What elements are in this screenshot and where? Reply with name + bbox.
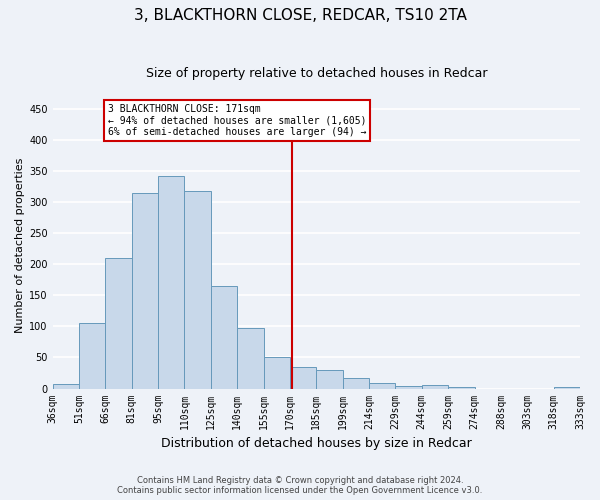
Bar: [184, 191, 211, 388]
Text: 3, BLACKTHORN CLOSE, REDCAR, TS10 2TA: 3, BLACKTHORN CLOSE, REDCAR, TS10 2TA: [134, 8, 466, 22]
Bar: [422, 385, 448, 388]
Bar: [448, 386, 475, 388]
X-axis label: Distribution of detached houses by size in Redcar: Distribution of detached houses by size …: [161, 437, 472, 450]
Bar: [79, 324, 106, 388]
Text: 3 BLACKTHORN CLOSE: 171sqm
← 94% of detached houses are smaller (1,605)
6% of se: 3 BLACKTHORN CLOSE: 171sqm ← 94% of deta…: [108, 104, 367, 137]
Bar: [554, 386, 580, 388]
Y-axis label: Number of detached properties: Number of detached properties: [15, 158, 25, 333]
Bar: [132, 192, 158, 388]
Text: Contains HM Land Registry data © Crown copyright and database right 2024.
Contai: Contains HM Land Registry data © Crown c…: [118, 476, 482, 495]
Bar: [211, 286, 237, 388]
Bar: [395, 386, 422, 388]
Bar: [237, 328, 263, 388]
Bar: [343, 378, 369, 388]
Bar: [290, 367, 316, 388]
Bar: [263, 358, 290, 388]
Bar: [53, 384, 79, 388]
Title: Size of property relative to detached houses in Redcar: Size of property relative to detached ho…: [146, 68, 487, 80]
Bar: [106, 258, 132, 388]
Bar: [316, 370, 343, 388]
Bar: [158, 176, 184, 388]
Bar: [369, 383, 395, 388]
